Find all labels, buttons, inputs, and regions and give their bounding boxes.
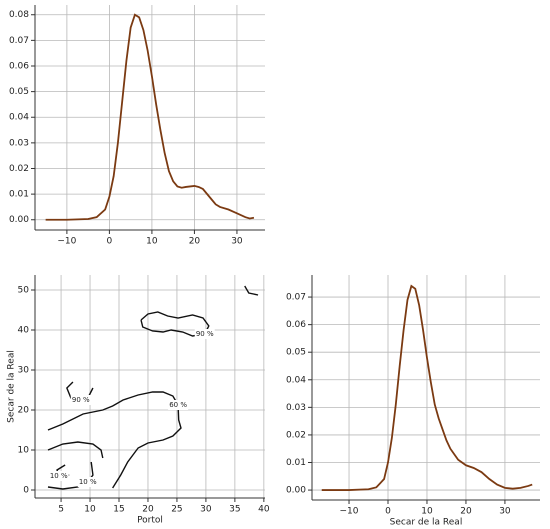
x-tick-label: 20 [142, 505, 154, 515]
x-tick-label: 35 [229, 505, 240, 515]
contour-label-bg [48, 471, 69, 481]
y-tick-label: 0.06 [9, 61, 29, 71]
y-tick-label: 0.02 [286, 430, 306, 440]
contour-label-bg [194, 329, 215, 339]
contour-label: 60 % [169, 401, 187, 409]
y-tick-label: 0.05 [286, 348, 306, 358]
x-tick-label: 40 [258, 505, 270, 515]
x-tick-label: 30 [231, 237, 243, 247]
contour-label-bg [168, 400, 189, 410]
x-tick-label: 30 [200, 505, 212, 515]
y-tick-label: 0.03 [286, 403, 306, 413]
y-tick-label: 0.07 [9, 36, 29, 46]
y-tick-label: 0.06 [286, 320, 306, 330]
contour-line [47, 441, 104, 459]
y-tick-label: 0.04 [286, 375, 306, 385]
y-tick-label: 10 [18, 446, 30, 456]
x-axis-label: Secar de la Real [390, 518, 463, 528]
y-axis-label: Secar de la Real [7, 350, 17, 423]
y-tick-label: 0.05 [9, 87, 29, 97]
y-tick-label: 30 [18, 366, 30, 376]
y-tick-label: 20 [18, 406, 30, 416]
x-tick-label: 0 [385, 507, 391, 517]
x-tick-label: 5 [58, 505, 64, 515]
y-tick-label: 0.00 [9, 215, 29, 225]
y-tick-label: 0.08 [9, 10, 29, 20]
x-tick-label: 20 [460, 507, 472, 517]
x-tick-label: −10 [340, 507, 359, 517]
kde-line [321, 284, 533, 491]
x-tick-label: 0 [107, 237, 113, 247]
y-tick-label: 0.02 [9, 164, 29, 174]
kde-line [45, 13, 255, 221]
x-axis-label: Portol [137, 516, 163, 526]
x-tick-label: 10 [421, 507, 433, 517]
x-tick-label: 25 [171, 505, 182, 515]
y-tick-label: 0.03 [9, 138, 29, 148]
y-tick-label: 0.07 [286, 293, 306, 303]
x-tick-label: 20 [189, 237, 201, 247]
contour-label-bg [70, 395, 91, 405]
x-tick-label: 10 [146, 237, 158, 247]
x-tick-label: 15 [113, 505, 124, 515]
contour-label: 10 % [79, 478, 97, 486]
contour-label-bg [77, 477, 98, 487]
y-tick-label: 40 [18, 326, 30, 336]
x-tick-label: 30 [499, 507, 511, 517]
contour-label: 90 % [196, 330, 214, 338]
y-tick-label: 0.00 [286, 486, 306, 496]
y-tick-label: 0.01 [9, 190, 29, 200]
y-tick-label: 50 [18, 286, 30, 296]
contour-line [244, 285, 259, 296]
y-tick-label: 0.04 [9, 113, 29, 123]
y-tick-label: 0.01 [286, 458, 306, 468]
x-tick-label: 10 [84, 505, 96, 515]
x-tick-label: −10 [57, 237, 76, 247]
contour-label: 90 % [72, 396, 90, 404]
contour-label: 10 % [50, 472, 68, 480]
y-tick-label: 0 [23, 486, 29, 496]
